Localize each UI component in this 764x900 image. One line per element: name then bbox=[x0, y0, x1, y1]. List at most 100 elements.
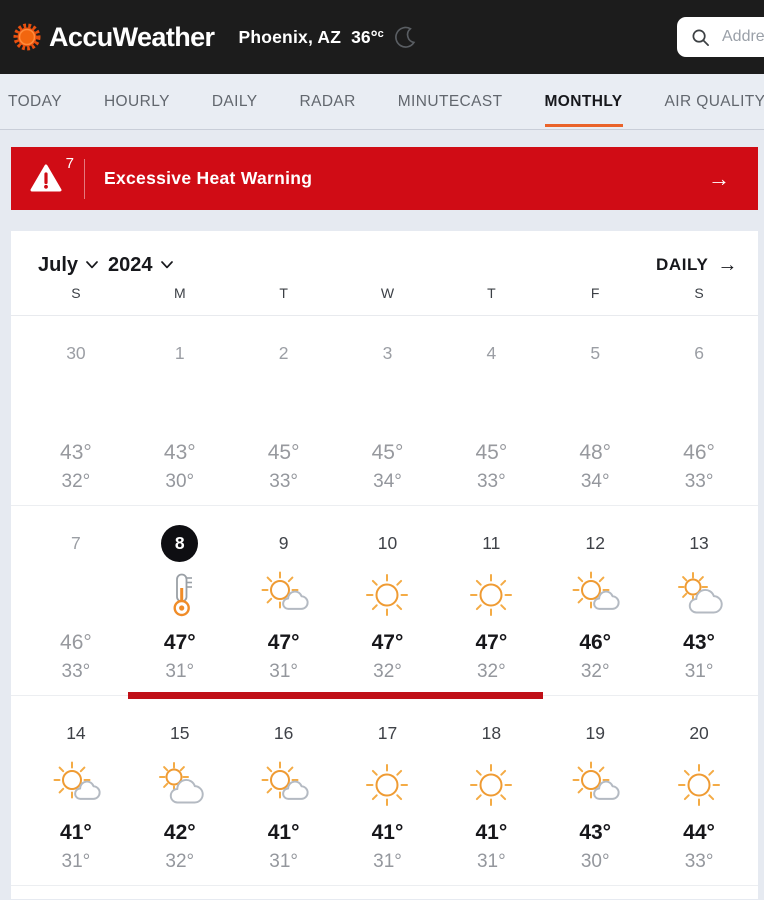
calendar-day-cell[interactable]: 3 45° 34° bbox=[336, 316, 440, 505]
tab-today[interactable]: TODAY bbox=[8, 92, 62, 110]
day-number: 1 bbox=[174, 343, 185, 363]
day-number: 16 bbox=[273, 723, 294, 743]
tab-radar[interactable]: RADAR bbox=[299, 92, 356, 110]
calendar-day-cell[interactable]: 1 43° 30° bbox=[128, 316, 232, 505]
day-of-week-header: M bbox=[173, 285, 186, 301]
calendar-grid: 30 43° 32° 1 43° 30° 2 45° 33° 3 45° 34° 4 45° 33° 5 48°… bbox=[11, 316, 758, 886]
day-number: 7 bbox=[71, 533, 81, 553]
heat-warning-underline bbox=[439, 692, 544, 699]
search-input[interactable] bbox=[722, 28, 764, 46]
low-temp: 33° bbox=[684, 471, 714, 492]
calendar-day-cell[interactable]: 13 43° 31° bbox=[647, 506, 751, 695]
heat-warning-underline bbox=[127, 692, 232, 699]
partly-sunny-icon bbox=[567, 754, 623, 816]
low-temp: 32° bbox=[61, 471, 91, 492]
year-dropdown[interactable]: 2024 bbox=[108, 254, 173, 277]
calendar-day-cell[interactable]: 30 43° 32° bbox=[24, 316, 128, 505]
mostly-cloudy-icon bbox=[152, 754, 208, 816]
partly-sunny-icon bbox=[256, 564, 312, 626]
location-search[interactable] bbox=[677, 17, 764, 57]
low-temp: 31° bbox=[61, 851, 91, 872]
alert-count-badge: 7 bbox=[65, 155, 74, 172]
low-temp: 34° bbox=[580, 471, 610, 492]
calendar-day-cell[interactable]: 2 45° 33° bbox=[232, 316, 336, 505]
tab-monthly[interactable]: MONTHLY bbox=[544, 74, 623, 129]
current-location[interactable]: Phoenix, AZ 36°c bbox=[238, 24, 418, 50]
calendar-day-cell[interactable]: 14 41° 31° bbox=[24, 696, 128, 885]
day-of-week-header: T bbox=[279, 285, 288, 301]
day-number: 15 bbox=[170, 723, 190, 743]
high-temp: 42° bbox=[163, 821, 196, 844]
partly-sunny-icon bbox=[256, 754, 312, 816]
low-temp: 31° bbox=[476, 851, 506, 872]
heat-warning-underline bbox=[231, 692, 336, 699]
day-number: 10 bbox=[377, 533, 398, 553]
tab-minutecast[interactable]: MINUTECAST bbox=[397, 92, 503, 110]
tab-hourly[interactable]: HOURLY bbox=[103, 92, 170, 110]
day-of-week-header: S bbox=[71, 285, 81, 301]
day-number: 12 bbox=[585, 533, 605, 553]
temp-unit: c bbox=[377, 27, 384, 40]
calendar-week-row: 14 41° 31° 15 42° 32° 16 41° 31° 17 41° 31° 18 41° 31°… bbox=[11, 696, 758, 886]
calendar-day-cell[interactable]: 8 47° 31° bbox=[127, 506, 232, 699]
low-temp: 31° bbox=[165, 661, 195, 682]
tab-air-quality[interactable]: AIR QUALITY bbox=[664, 92, 764, 110]
high-temp: 47° bbox=[267, 631, 300, 654]
day-of-week-header: S bbox=[694, 285, 704, 301]
calendar-day-cell[interactable]: 18 41° 31° bbox=[439, 696, 543, 885]
low-temp: 32° bbox=[476, 661, 506, 682]
high-temp: 41° bbox=[60, 821, 92, 844]
day-number: 2 bbox=[278, 343, 289, 363]
calendar-day-cell[interactable]: 4 45° 33° bbox=[439, 316, 543, 505]
calendar-day-cell[interactable]: 19 43° 30° bbox=[543, 696, 647, 885]
day-number: 6 bbox=[694, 343, 704, 363]
high-temp: 43° bbox=[60, 441, 92, 464]
low-temp: 30° bbox=[165, 471, 195, 492]
high-temp: 43° bbox=[163, 441, 196, 464]
low-temp: 32° bbox=[165, 851, 195, 872]
chevron-down-icon bbox=[160, 261, 173, 269]
high-temp: 47° bbox=[371, 631, 404, 654]
sunny-icon bbox=[359, 564, 415, 626]
calendar-day-cell[interactable]: 20 44° 33° bbox=[647, 696, 751, 885]
calendar-day-cell[interactable]: 11 47° 32° bbox=[439, 506, 544, 699]
calendar-day-cell[interactable]: 6 46° 33° bbox=[647, 316, 751, 505]
alert-arrow-icon[interactable]: → bbox=[708, 165, 730, 191]
calendar-day-cell[interactable]: 9 47° 31° bbox=[231, 506, 336, 699]
calendar-day-cell[interactable]: 10 47° 32° bbox=[335, 506, 440, 699]
weather-alert-banner[interactable]: 7 Excessive Heat Warning → bbox=[11, 147, 758, 210]
alert-divider bbox=[84, 158, 85, 199]
thermometer-icon bbox=[152, 564, 208, 626]
daily-link-label: DAILY bbox=[655, 255, 709, 274]
calendar-day-cell[interactable]: 5 48° 34° bbox=[543, 316, 647, 505]
day-number: 17 bbox=[377, 723, 398, 743]
calendar-day-cell[interactable]: 17 41° 31° bbox=[336, 696, 440, 885]
low-temp: 32° bbox=[580, 661, 610, 682]
day-number: 19 bbox=[585, 723, 605, 743]
low-temp: 31° bbox=[269, 851, 298, 872]
calendar-day-cell[interactable]: 7 46° 33° bbox=[24, 506, 128, 695]
calendar-day-cell[interactable]: 15 42° 32° bbox=[128, 696, 232, 885]
day-number: 4 bbox=[486, 343, 497, 363]
month-dropdown[interactable]: July bbox=[38, 254, 98, 277]
high-temp: 47° bbox=[163, 631, 196, 654]
day-number: 9 bbox=[278, 533, 289, 553]
daily-view-link[interactable]: DAILY → bbox=[656, 254, 738, 277]
search-icon bbox=[691, 28, 710, 47]
year-label: 2024 bbox=[108, 253, 153, 276]
high-temp: 45° bbox=[267, 441, 300, 464]
location-label: Phoenix, AZ bbox=[238, 26, 342, 47]
day-of-week-header: T bbox=[487, 285, 496, 301]
sunny-icon bbox=[463, 564, 519, 626]
low-temp: 34° bbox=[373, 471, 402, 492]
alert-title: Excessive Heat Warning bbox=[104, 168, 313, 188]
warning-triangle-icon: 7 bbox=[30, 155, 74, 193]
accuweather-logo[interactable]: AccuWeather bbox=[12, 22, 215, 53]
low-temp: 31° bbox=[269, 661, 298, 682]
tab-daily[interactable]: DAILY bbox=[211, 92, 258, 110]
calendar-day-cell[interactable]: 16 41° 31° bbox=[232, 696, 336, 885]
low-temp: 33° bbox=[61, 661, 91, 682]
calendar-day-cell[interactable]: 12 46° 32° bbox=[543, 506, 647, 695]
sunny-icon bbox=[671, 754, 727, 816]
